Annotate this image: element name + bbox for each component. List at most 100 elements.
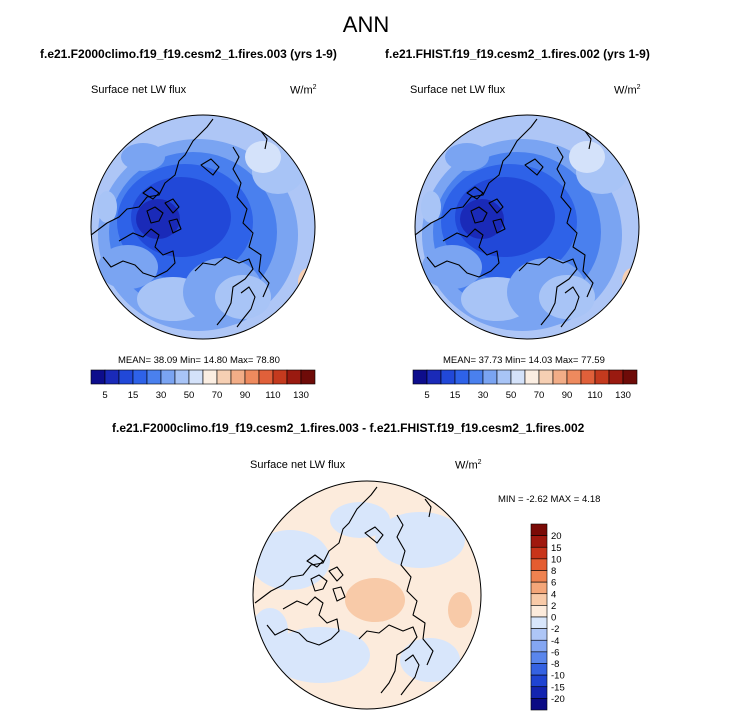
- panel-1-stats: MEAN= 38.09 Min= 14.80 Max= 78.80: [118, 355, 280, 366]
- panel-1-colorbar-box-4: [146, 369, 162, 385]
- panel-1-colorbar-box-2: [118, 369, 134, 385]
- panel-3-colorbar-box-9: [530, 628, 548, 641]
- panel-2-colorbar-box-1: [426, 369, 442, 385]
- panel-3-colorbar-box-6: [530, 593, 548, 606]
- panel-2-colorbar-box-9: [538, 369, 554, 385]
- panel-1-colorbar-tick-0: 5: [102, 390, 107, 401]
- panel-3-colorbar-tick-11: 8: [551, 566, 556, 577]
- panel-3-colorbar-box-0: [530, 523, 548, 536]
- panel-2-colorbar-box-11: [566, 369, 582, 385]
- panel-3-colorbar-box-11: [530, 651, 548, 664]
- panel-3-colorbar-tick-3: -8: [551, 659, 559, 670]
- panel-2-colorbar-tick-6: 110: [587, 390, 602, 401]
- panel-3-colorbar-tick-0: -20: [551, 694, 565, 705]
- panel-1-colorbar-tick-5: 90: [240, 390, 251, 401]
- panel-3-colorbar-tick-2: -10: [551, 671, 565, 682]
- panel-1-colorbar-box-1: [104, 369, 120, 385]
- panel-1-colorbar-tick-4: 70: [212, 390, 223, 401]
- panel-3-units: W/m2: [455, 459, 482, 472]
- panel-3-colorbar-box-10: [530, 639, 548, 653]
- panel-3-colorbar-box-15: [530, 698, 548, 711]
- panel-3-colorbar-tick-8: 2: [551, 601, 556, 612]
- panel-1-colorbar-box-11: [244, 369, 260, 385]
- panel-2-colorbar-box-14: [608, 369, 624, 385]
- panel-2-colorbar-box-12: [580, 369, 596, 385]
- panel-3-variable-label: Surface net LW flux: [250, 459, 346, 471]
- panel-2-colorbar-box-10: [552, 369, 568, 385]
- panel-3-colorbar-tick-9: 4: [551, 589, 556, 600]
- panel-1-colorbar-box-0: [90, 369, 106, 385]
- panel-3-colorbar-tick-5: -4: [551, 636, 559, 647]
- panel-1-colorbar-box-3: [132, 369, 148, 385]
- panel-1-map: [91, 115, 315, 339]
- panel-3-colorbar-tick-1: -15: [551, 682, 565, 693]
- panel-2-colorbar-tick-0: 5: [424, 390, 429, 401]
- panel-1-variable-label: Surface net LW flux: [91, 84, 187, 96]
- panel-1-colorbar-tick-1: 15: [128, 390, 139, 401]
- panel-3-colorbar-tick-4: -6: [551, 647, 559, 658]
- panel-1-colorbar-tick-2: 30: [156, 390, 167, 401]
- panel-2-colorbar-box-8: [524, 369, 540, 385]
- panel-2-stats: MEAN= 37.73 Min= 14.03 Max= 77.59: [443, 355, 605, 366]
- panel-1-colorbar-box-12: [258, 369, 274, 385]
- panel-2-colorbar-tick-1: 15: [450, 390, 461, 401]
- panel-3-colorbar-tick-6: -2: [551, 624, 559, 635]
- panel-2-colorbar-box-2: [440, 369, 456, 385]
- panel-2-colorbar-tick-5: 90: [562, 390, 573, 401]
- panel-2-units: W/m2: [614, 84, 641, 97]
- panel-3-colorbar-tick-7: 0: [551, 613, 556, 624]
- panel-2-colorbar-tick-4: 70: [534, 390, 545, 401]
- panel-2-colorbar-box-3: [454, 369, 470, 385]
- panel-3-colorbar-box-12: [530, 663, 548, 676]
- panel-1-colorbar-box-14: [286, 369, 302, 385]
- panel-1-colorbar-box-15: [300, 369, 316, 385]
- main-title: ANN: [342, 12, 390, 37]
- panel-1-colorbar-box-10: [230, 369, 246, 385]
- panel-2-colorbar-box-5: [482, 369, 498, 385]
- panel-2-title: f.e21.FHIST.f19_f19.cesm2_1.fires.002 (y…: [385, 47, 650, 61]
- panel-3-colorbar-box-5: [530, 581, 548, 595]
- panel-1-colorbar-box-7: [188, 369, 204, 385]
- panel-2-colorbar-tick-3: 50: [506, 390, 517, 401]
- panel-2-colorbar-box-0: [412, 369, 428, 385]
- panel-1-title: f.e21.F2000climo.f19_f19.cesm2_1.fires.0…: [40, 47, 337, 61]
- panel-3-colorbar-tick-10: 6: [551, 578, 556, 589]
- panel-2-colorbar-box-6: [496, 369, 512, 385]
- panel-3-stats: MIN = -2.62 MAX = 4.18: [498, 494, 601, 505]
- panel-2-variable-label: Surface net LW flux: [410, 84, 506, 96]
- panel-1-colorbar-tick-7: 130: [293, 390, 309, 401]
- panel-1-colorbar-box-6: [174, 369, 190, 385]
- panel-1-colorbar-tick-6: 110: [265, 390, 280, 401]
- panel-1-units: W/m2: [290, 84, 317, 97]
- panel-3-colorbar-tick-14: 20: [551, 531, 562, 542]
- panel-3-title: f.e21.F2000climo.f19_f19.cesm2_1.fires.0…: [112, 421, 585, 435]
- panel-1-colorbar-box-13: [272, 369, 288, 385]
- panel-2-colorbar-box-7: [510, 369, 526, 385]
- panel-1-colorbar-tick-3: 50: [184, 390, 195, 401]
- panel-3-map-border: [252, 480, 482, 710]
- panel-2-map-border: [414, 114, 640, 340]
- panel-1-colorbar-box-8: [202, 369, 218, 385]
- panel-3-colorbar-box-4: [530, 570, 548, 583]
- panel-3-colorbar-box-7: [530, 605, 548, 618]
- panel-3-colorbar-tick-12: 10: [551, 554, 562, 565]
- panel-3-colorbar-box-13: [530, 674, 548, 688]
- panel-2-colorbar-tick-7: 130: [615, 390, 631, 401]
- panel-3-colorbar-box-3: [530, 558, 548, 571]
- panel-3-colorbar-box-2: [530, 546, 548, 560]
- panel-3-map: [253, 481, 481, 709]
- panel-1-map-border: [90, 114, 316, 340]
- panel-1-colorbar: 5 15 30 50 70 90 110 130: [90, 369, 316, 401]
- panel-2-colorbar-tick-2: 30: [478, 390, 489, 401]
- panel-2-colorbar: 5 15 30 50 70 90 110 130: [412, 369, 638, 401]
- panel-2-colorbar-box-13: [594, 369, 610, 385]
- panel-3-colorbar-box-14: [530, 686, 548, 699]
- panel-1-colorbar-box-5: [160, 369, 176, 385]
- panel-2-colorbar-box-4: [468, 369, 484, 385]
- panel-2-colorbar-box-15: [622, 369, 638, 385]
- panel-3-colorbar-box-1: [530, 535, 548, 548]
- panel-1-colorbar-box-9: [216, 369, 232, 385]
- panel-3-colorbar-tick-13: 15: [551, 543, 562, 554]
